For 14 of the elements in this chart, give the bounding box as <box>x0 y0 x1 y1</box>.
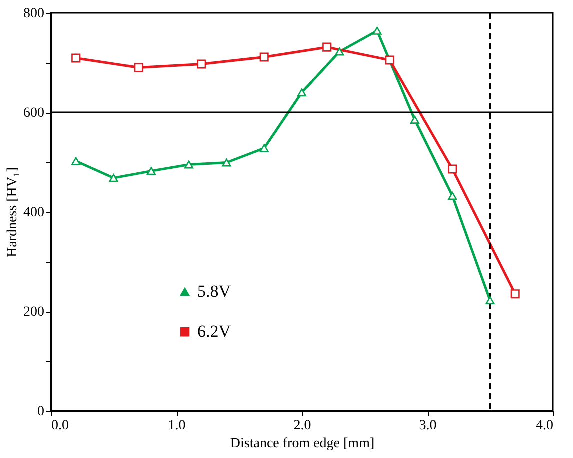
legend-label: 5.8V <box>198 282 232 302</box>
y-tick-label: 800 <box>24 6 44 22</box>
y-tick-label: 600 <box>24 106 44 121</box>
x-tick-label: 2.0 <box>294 418 312 434</box>
legend-label: 6.2V <box>198 322 232 342</box>
y-tick-label: 200 <box>24 305 44 320</box>
x-tick-label: 4.0 <box>536 418 554 434</box>
x-tick-label: 0.0 <box>52 418 69 434</box>
y-axis-title: Hardness [HV₁] <box>6 167 20 258</box>
y-tick-label: 0 <box>38 404 44 420</box>
x-tick-label: 1.0 <box>168 418 186 434</box>
x-axis-title: Distance from edge [mm] <box>230 436 375 452</box>
x-tick-label: 3.0 <box>419 418 437 434</box>
y-tick-label: 400 <box>24 206 44 220</box>
